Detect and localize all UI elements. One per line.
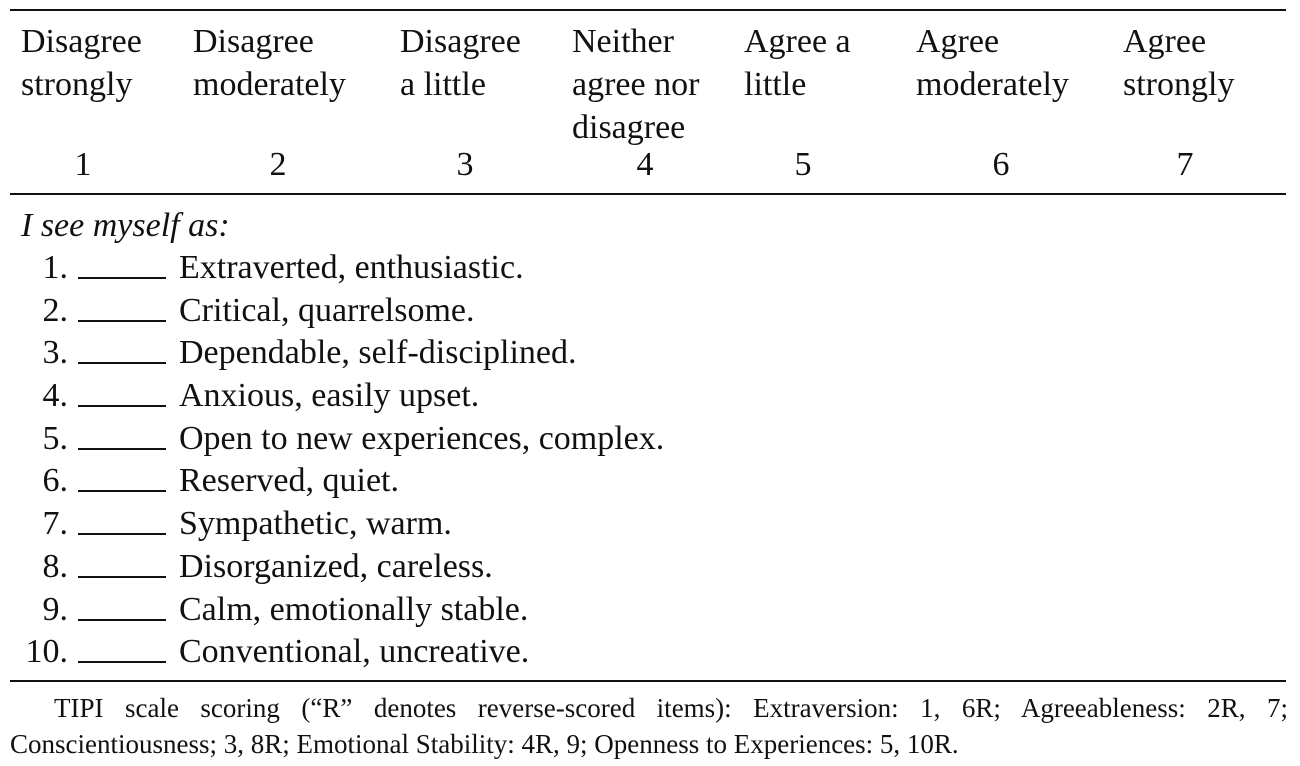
list-item: 2. Critical, quarrelsome. [0, 290, 1300, 333]
scale-value: 1 [74, 146, 92, 183]
item-text: Anxious, easily upset. [179, 377, 480, 415]
list-item: 3. Dependable, self-disciplined. [0, 332, 1300, 375]
response-blank[interactable] [78, 618, 166, 621]
response-blank[interactable] [78, 405, 166, 408]
header-rule [10, 193, 1286, 195]
list-item: 4. Anxious, easily upset. [0, 375, 1300, 418]
scoring-footnote: TIPI scale scoring (“R” denotes reverse-… [10, 693, 1288, 759]
list-item: 6. Reserved, quiet. [0, 460, 1300, 503]
response-blank[interactable] [78, 490, 166, 493]
scale-label: Neither agree nor disagree [572, 23, 700, 146]
scale-header-1: Disagree strongly [21, 20, 142, 106]
response-blank[interactable] [78, 533, 166, 536]
item-text: Reserved, quiet. [179, 462, 399, 500]
item-text: Sympathetic, warm. [179, 505, 452, 543]
response-blank[interactable] [78, 447, 166, 450]
item-number: 3. [42, 334, 69, 372]
item-number: 9. [42, 590, 69, 628]
item-number: 7. [42, 505, 69, 543]
response-blank[interactable] [78, 661, 166, 664]
item-text: Conventional, uncreative. [179, 633, 530, 671]
scale-value: 5 [794, 146, 812, 183]
scale-label: Disagree a little [400, 23, 521, 103]
item-number: 8. [42, 547, 69, 585]
scale-header-3: Disagree a little [400, 20, 521, 106]
prompt-text: I see myself as: [21, 207, 230, 244]
response-blank[interactable] [78, 277, 166, 279]
scale-label: Agree strongly [1123, 23, 1235, 103]
item-number: 6. [42, 462, 69, 500]
item-text: Dependable, self-disciplined. [179, 334, 577, 372]
scale-header-7: Agree strongly [1123, 20, 1234, 106]
scale-value: 7 [1176, 146, 1194, 183]
scale-header-4: Neither agree nor disagree [572, 20, 699, 149]
scale-value: 2 [269, 146, 287, 183]
response-blank[interactable] [78, 362, 166, 365]
response-blank[interactable] [78, 319, 166, 322]
item-text: Critical, quarrelsome. [179, 291, 475, 329]
item-number: 5. [42, 419, 69, 457]
item-number: 1. [42, 249, 69, 286]
list-item: 8. Disorganized, careless. [0, 546, 1300, 589]
scale-label: Agree moderately [916, 23, 1069, 103]
response-blank[interactable] [78, 575, 166, 578]
scale-header-2: Disagree moderately [193, 20, 346, 106]
item-text: Calm, emotionally stable. [179, 590, 529, 628]
item-number: 10. [25, 633, 69, 671]
scale-value: 4 [636, 146, 654, 183]
item-text: Extraverted, enthusiastic. [179, 249, 524, 286]
item-text: Disorganized, careless. [179, 547, 493, 585]
list-item: 5. Open to new experiences, complex. [0, 418, 1300, 461]
scale-header-6: Agree moderately [916, 20, 1069, 106]
list-item: 1. Extraverted, enthusiastic. [0, 247, 1300, 290]
scale-header-5: Agree a little [744, 20, 851, 106]
item-text: Open to new experiences, complex. [179, 419, 665, 457]
footer-rule [10, 680, 1286, 682]
top-rule [10, 9, 1286, 11]
scale-value: 6 [992, 146, 1010, 183]
scale-label: Disagree strongly [21, 23, 142, 103]
list-item: 9. Calm, emotionally stable. [0, 589, 1300, 632]
scale-value: 3 [456, 146, 474, 183]
scale-label: Agree a little [744, 23, 851, 103]
scale-label: Disagree moderately [193, 23, 346, 103]
list-item: 10. Conventional, uncreative. [0, 631, 1300, 674]
item-list: 1. Extraverted, enthusiastic. 2. Critica… [0, 247, 1300, 674]
item-number: 2. [42, 291, 69, 329]
list-item: 7. Sympathetic, warm. [0, 503, 1300, 546]
item-number: 4. [42, 377, 69, 415]
